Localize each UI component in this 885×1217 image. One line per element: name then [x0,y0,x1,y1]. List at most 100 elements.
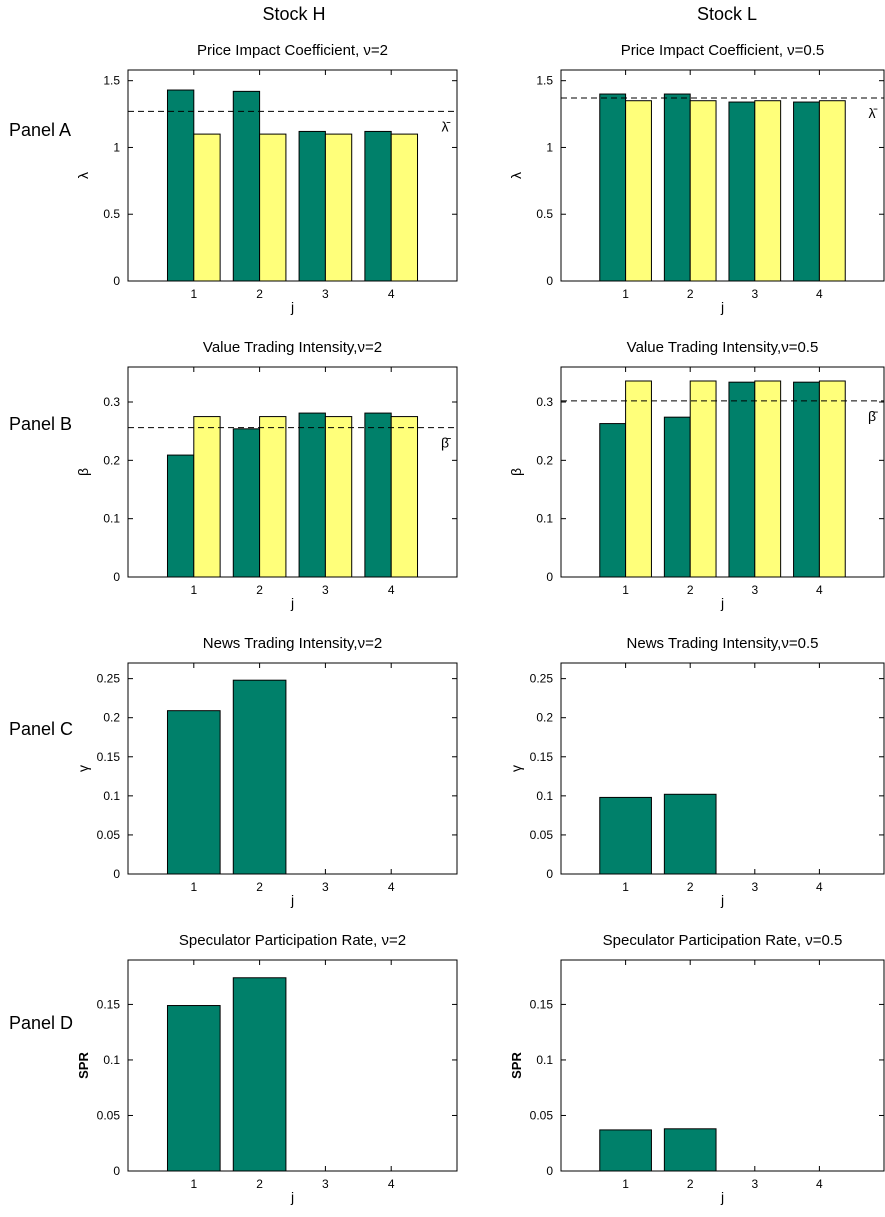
chart-8-ytick-label: 0.15 [530,997,554,1011]
chart-4-bar-s1-j3 [728,381,756,578]
chart-7-axes-frame [127,959,458,1172]
chart-2-xtick-label: 4 [816,287,823,301]
chart-2-bar-s1-j3 [728,101,756,282]
chart-1-bar-s2-j2 [259,133,287,282]
chart-5-bar-s1-j2 [232,679,287,875]
chart-1-ylabel: λ [75,172,91,179]
chart-8-title: Speculator Participation Rate, ν=0.5 [603,932,843,949]
chart-2-ytick-label: 0 [546,274,553,288]
chart-6-bar-s1-j2 [663,793,717,875]
chart-2-xtick-label: 2 [687,287,694,301]
chart-7-xlabel: j [290,1189,294,1205]
chart-2-ytick-label: 1 [546,140,553,154]
chart-3-xtick-label: 1 [190,583,197,597]
chart-3-axes-frame [127,366,458,578]
chart-1: Price Impact Coefficient, ν=2 0 0.5 1 1.5 1 2 3… [75,42,458,315]
chart-4-xtick-label: 2 [687,583,694,597]
chart-3-xlabel: j [290,595,294,611]
chart-1-ytick-label: 1.5 [103,74,120,88]
chart-6-ytick-label: 0.05 [530,828,554,842]
chart-4-title: Value Trading Intensity,ν=0.5 [627,339,819,356]
chart-3-title: Value Trading Intensity,ν=2 [203,339,382,356]
chart-7-ytick-label: 0.05 [97,1108,121,1122]
chart-7-ytick-label: 0 [113,1164,120,1178]
chart-4-ytick-label: 0.1 [536,512,553,526]
chart-8-ytick-label: 0.05 [530,1108,554,1122]
chart-6-xtick-label: 2 [687,880,694,894]
chart-5-title: News Trading Intensity,ν=2 [203,635,382,652]
chart-8-bar-s1-j1 [599,1129,652,1172]
chart-3-bar-s2-j1 [193,416,221,578]
chart-3-ytick-label: 0.1 [103,512,120,526]
chart-4-bar-s2-j3 [754,380,782,578]
chart-8-xtick-label: 2 [687,1177,694,1191]
chart-3-reference-label: β̄ [441,435,451,451]
chart-6-xtick-label: 3 [751,880,758,894]
chart-2-ytick-label: 1.5 [536,74,553,88]
chart-6-ytick-label: 0.1 [536,789,553,803]
chart-2-xtick-label: 3 [751,287,758,301]
chart-1-ytick-label: 0.5 [103,207,120,221]
chart-8-xlabel: j [720,1189,724,1205]
chart-3-xtick-label: 4 [388,583,395,597]
chart-1-xtick-label: 4 [388,287,395,301]
chart-1-bar-s1-j2 [232,90,261,282]
chart-7-title: Speculator Participation Rate, ν=2 [179,932,406,949]
chart-1-bar-s2-j1 [193,133,221,282]
chart-1-bar-s2-j4 [390,133,419,282]
chart-7-xtick-label: 2 [256,1177,263,1191]
row-label-panel-d: Panel D [9,1013,73,1033]
chart-4-bar-s1-j4 [793,381,820,578]
chart-8-ylabel: SPR [509,1052,524,1079]
chart-5-xtick-label: 2 [256,880,263,894]
row-label-panel-c: Panel C [9,719,73,739]
chart-4-xtick-label: 4 [816,583,823,597]
chart-4-axes-frame [560,366,885,578]
chart-2-title: Price Impact Coefficient, ν=0.5 [621,42,825,59]
chart-7-bar-s1-j2 [232,977,287,1172]
chart-3-ylabel: β [75,468,91,476]
chart-2-xtick-label: 1 [622,287,629,301]
panels-group: Price Impact Coefficient, ν=2 0 0.5 1 1.5 1 2 3… [75,42,885,1205]
chart-3-bar-s1-j4 [364,412,392,578]
chart-1-xtick-label: 3 [322,287,329,301]
chart-7-xtick-label: 3 [322,1177,329,1191]
chart-5-ylabel: γ [75,765,91,772]
chart-5: News Trading Intensity,ν=2 0 0.05 0.1 0.15 0.… [75,635,458,908]
chart-3-bar-s1-j2 [232,428,261,578]
chart-8: Speculator Participation Rate, ν=0.5 0 0.0… [509,932,885,1205]
chart-5-axes-frame [127,662,458,875]
chart-2-reference-label: λ̄ [869,105,878,121]
chart-5-ytick-label: 0.2 [103,711,120,725]
chart-7-ylabel: SPR [76,1052,91,1079]
chart-3-bar-s2-j2 [259,416,287,578]
column-title-stock-h: Stock H [262,4,325,24]
chart-5-ytick-label: 0 [113,867,120,881]
chart-3-xtick-label: 3 [322,583,329,597]
chart-2-ytick-label: 0.5 [536,207,553,221]
chart-7-ytick-label: 0.1 [103,1053,120,1067]
chart-5-xtick-label: 4 [388,880,395,894]
chart-1-xtick-label: 1 [190,287,197,301]
chart-2-bar-s1-j4 [793,101,820,282]
chart-8-xtick-label: 4 [816,1177,823,1191]
chart-7-xtick-label: 1 [190,1177,197,1191]
chart-4-bar-s1-j2 [663,416,691,578]
chart-5-bar-s1-j1 [166,710,221,875]
chart-6-title: News Trading Intensity,ν=0.5 [627,635,819,652]
chart-2-axes-frame [560,69,885,282]
chart-1-ytick-label: 0 [113,274,120,288]
chart-4-bar-s1-j1 [599,423,627,578]
chart-6-xtick-label: 1 [622,880,629,894]
chart-3-bar-s1-j3 [298,412,326,578]
chart-3-ytick-label: 0.3 [103,395,120,409]
chart-4-ytick-label: 0 [546,570,553,584]
chart-4-ytick-label: 0.3 [536,395,553,409]
chart-4-reference-label: β̄ [868,408,878,424]
chart-6-xlabel: j [720,892,724,908]
chart-2-xlabel: j [720,299,724,315]
chart-4-bar-s2-j2 [689,380,717,578]
chart-1-xlabel: j [290,299,294,315]
chart-2-bar-s1-j1 [599,93,627,282]
chart-4-bar-s2-j4 [818,380,846,578]
